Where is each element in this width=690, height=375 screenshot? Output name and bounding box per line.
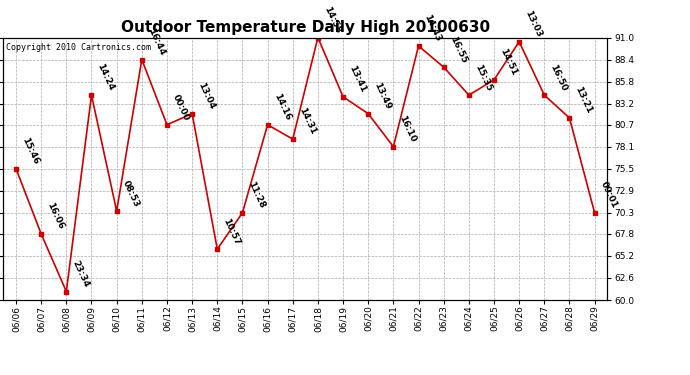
Text: 16:50: 16:50 [549,63,569,92]
Text: 13:21: 13:21 [573,86,594,115]
Text: 10:57: 10:57 [221,217,242,246]
Text: 14:51: 14:51 [498,47,518,77]
Text: 13:41: 13:41 [347,64,368,94]
Text: 14:43: 14:43 [423,13,443,43]
Text: 15:35: 15:35 [473,63,493,92]
Text: 14:58: 14:58 [322,5,342,35]
Text: 15:46: 15:46 [20,136,41,166]
Text: 14:16: 14:16 [272,92,292,122]
Text: 13:04: 13:04 [196,81,217,111]
Text: 09:01: 09:01 [599,180,619,210]
Text: 16:44: 16:44 [146,27,166,57]
Text: 16:10: 16:10 [397,114,417,144]
Text: 14:24: 14:24 [96,62,116,92]
Text: 23:34: 23:34 [70,259,91,289]
Title: Outdoor Temperature Daily High 20100630: Outdoor Temperature Daily High 20100630 [121,20,490,35]
Text: 16:55: 16:55 [448,34,468,64]
Text: 08:53: 08:53 [121,178,141,208]
Text: 13:49: 13:49 [373,81,393,111]
Text: 11:28: 11:28 [246,180,267,210]
Text: 00:00: 00:00 [171,93,191,122]
Text: 14:31: 14:31 [297,106,317,136]
Text: Copyright 2010 Cartronics.com: Copyright 2010 Cartronics.com [6,43,152,52]
Text: 13:03: 13:03 [523,9,544,39]
Text: 16:06: 16:06 [46,201,66,231]
